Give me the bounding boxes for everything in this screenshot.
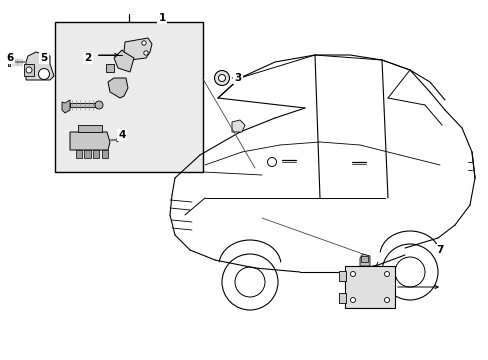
Polygon shape [359, 254, 369, 266]
Text: 2: 2 [84, 53, 91, 63]
Polygon shape [26, 52, 54, 80]
Bar [24, 64, 34, 76]
Polygon shape [70, 103, 98, 107]
Bar [345, 266, 394, 308]
Polygon shape [106, 64, 114, 72]
Circle shape [214, 71, 229, 85]
Bar [338, 271, 346, 281]
Circle shape [384, 271, 389, 276]
Circle shape [95, 101, 103, 109]
Bar [360, 256, 367, 262]
Circle shape [143, 51, 148, 55]
Polygon shape [108, 78, 128, 98]
Bar [93, 150, 99, 158]
Polygon shape [70, 132, 110, 150]
Text: 6: 6 [6, 53, 14, 63]
Polygon shape [231, 120, 244, 132]
Text: 1: 1 [158, 13, 165, 23]
Polygon shape [62, 100, 70, 113]
Bar [338, 293, 346, 303]
Circle shape [384, 297, 389, 302]
Circle shape [218, 75, 225, 81]
Polygon shape [78, 125, 102, 132]
Bar [84, 150, 91, 158]
Bar [102, 150, 108, 158]
Bar [55, 22, 203, 172]
Circle shape [350, 297, 355, 302]
Text: 4: 4 [118, 130, 125, 140]
Polygon shape [114, 50, 134, 72]
Text: 7: 7 [435, 245, 443, 255]
Bar [76, 150, 82, 158]
Circle shape [350, 271, 355, 276]
Circle shape [39, 68, 49, 80]
Bar [8, 58, 10, 66]
Polygon shape [124, 38, 152, 60]
Circle shape [26, 67, 32, 73]
Text: 5: 5 [41, 53, 47, 63]
Text: 3: 3 [234, 73, 241, 83]
Circle shape [142, 41, 146, 45]
